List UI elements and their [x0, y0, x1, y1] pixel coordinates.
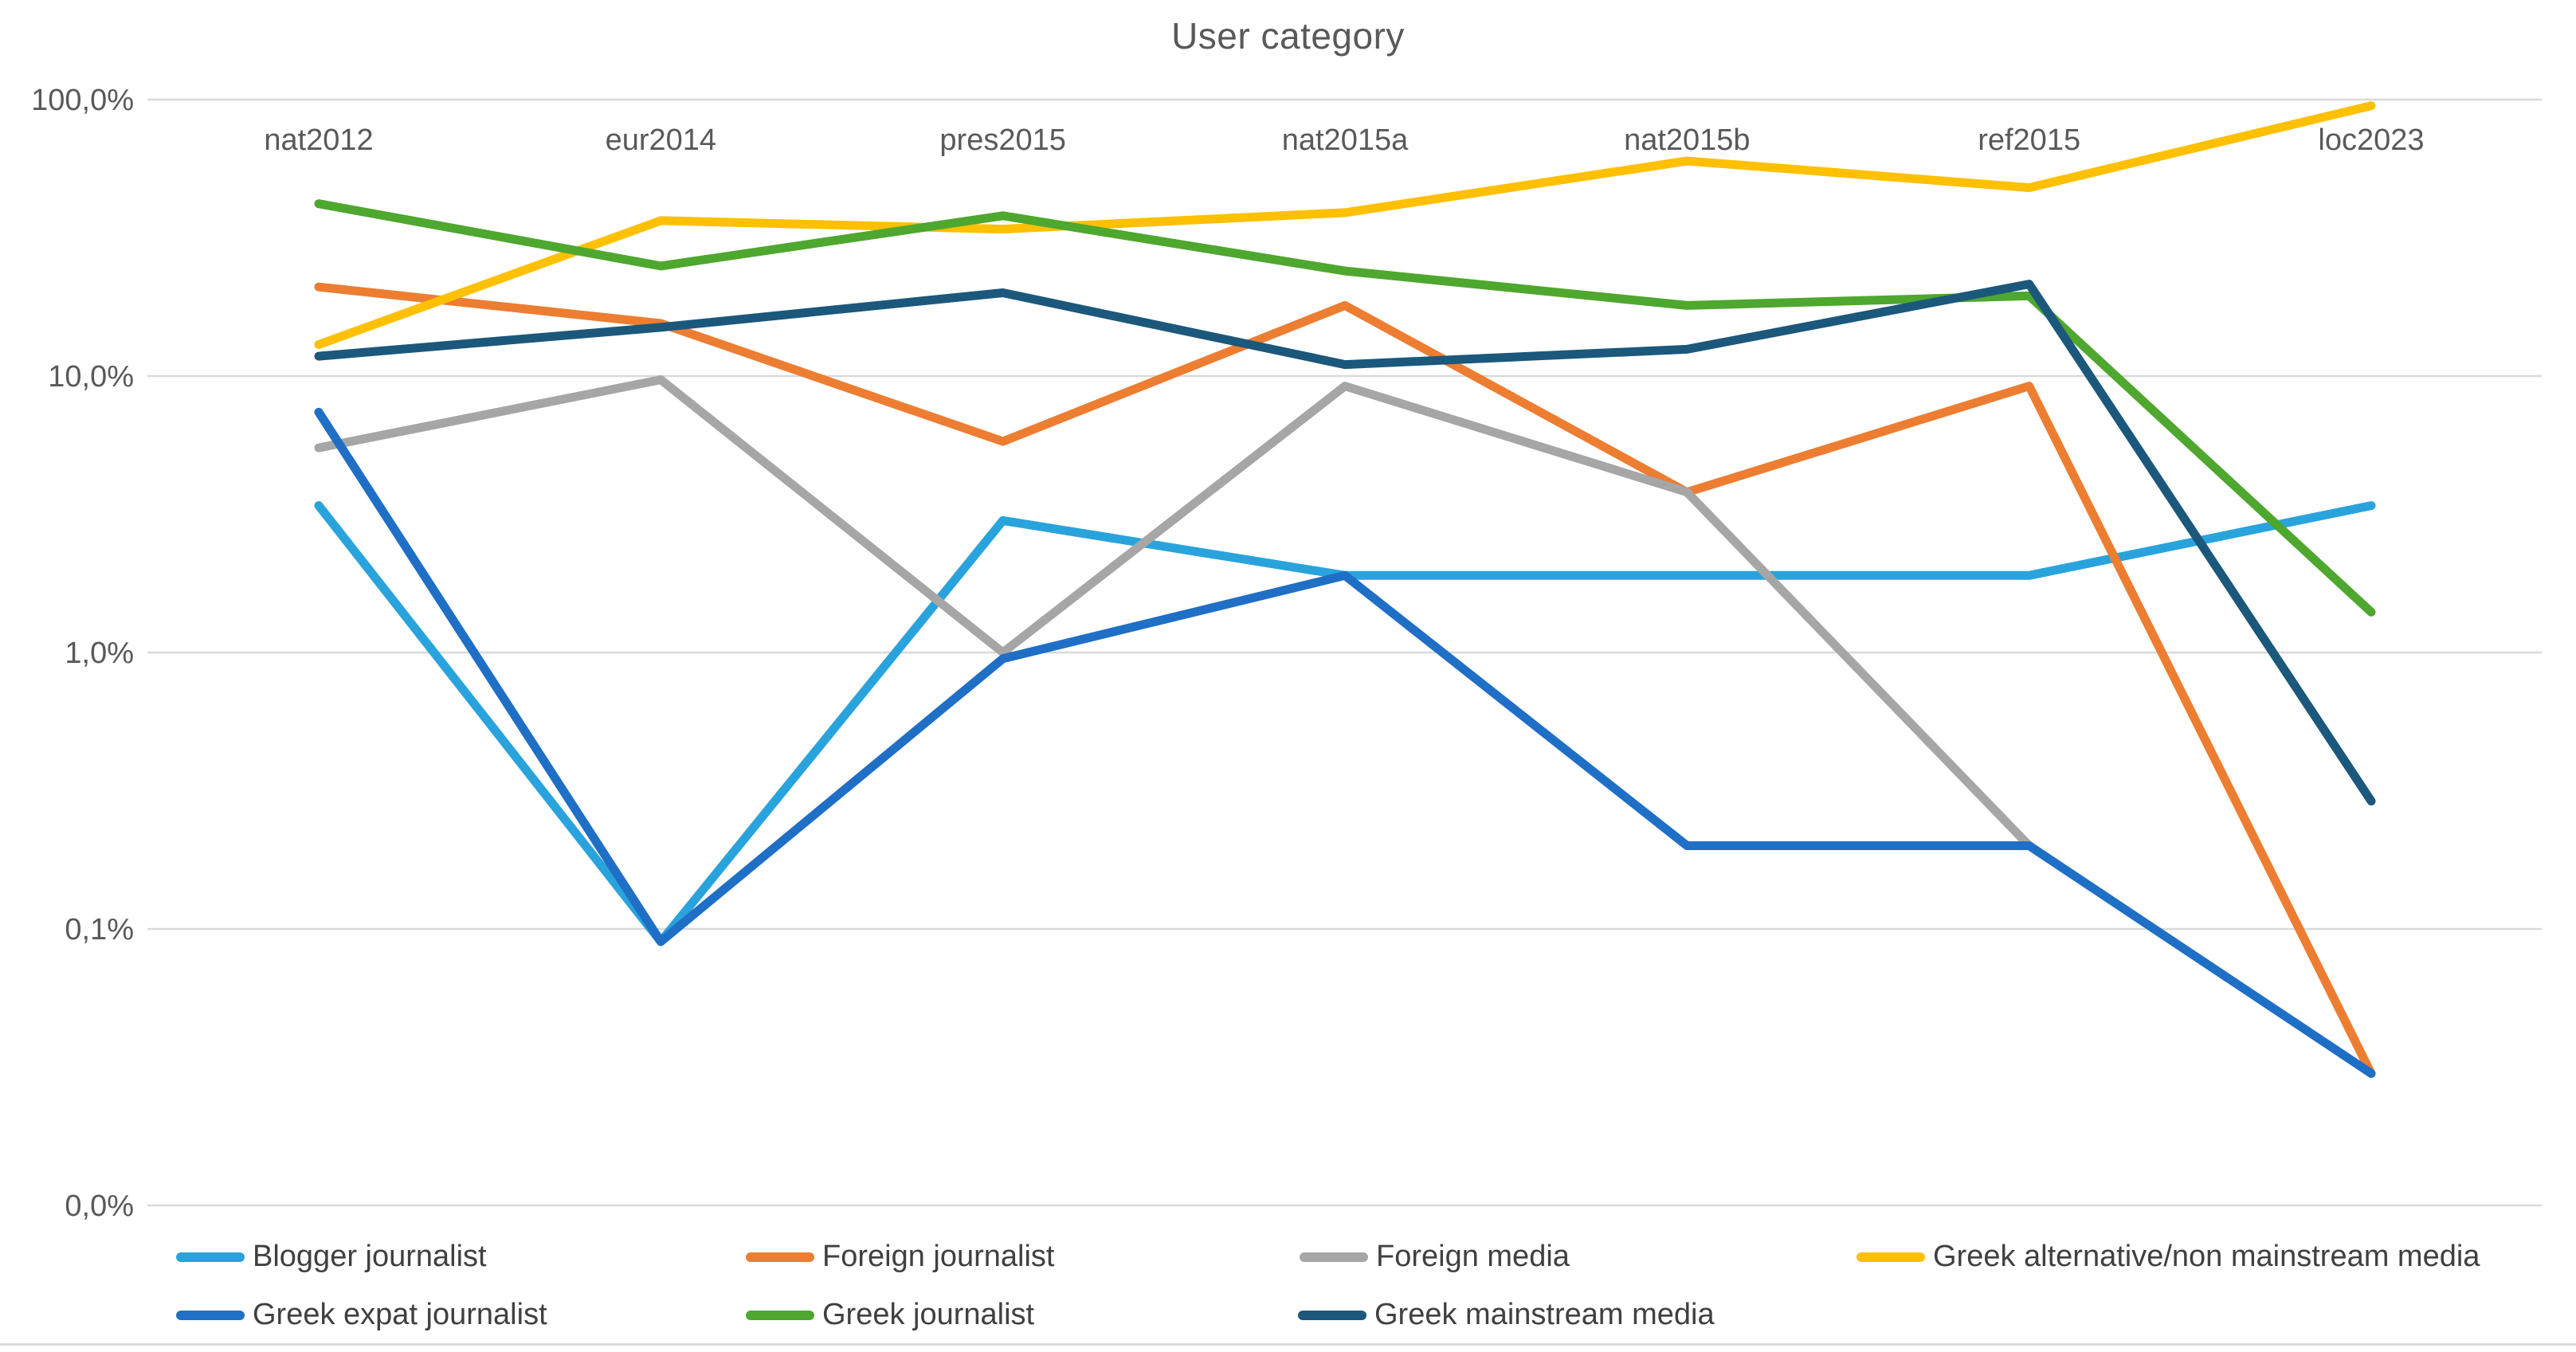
y-axis-tick-label: 100,0% [31, 84, 134, 117]
series-line-blogger-journalist [314, 501, 2376, 946]
y-axis-tick-label: 10,0% [48, 360, 134, 394]
series-line-greek-alternative-non-mainstream-media [314, 101, 2376, 349]
series-line-foreign-journalist [314, 282, 2376, 1078]
bottom-divider [0, 1343, 2576, 1346]
x-category-label: eur2014 [606, 123, 716, 157]
y-axis-tick-label: 1,0% [65, 637, 134, 670]
x-category-label: nat2015b [1624, 123, 1751, 157]
x-category-label: nat2015a [1282, 123, 1409, 157]
series-line-greek-mainstream-media [314, 280, 2376, 805]
series-line-foreign-media [314, 375, 2034, 850]
y-axis-tick-label: 0,1% [65, 913, 134, 946]
chart-title: User category [1171, 15, 1405, 57]
series-line-greek-expat-journalist [314, 407, 2376, 1078]
x-category-label: pres2015 [939, 123, 1065, 157]
x-category-label: ref2015 [1978, 123, 2080, 157]
y-axis-tick-label: 0,0% [65, 1189, 134, 1223]
x-category-label: nat2012 [264, 123, 373, 157]
series-line-greek-journalist [314, 199, 2376, 617]
x-category-label: loc2023 [2318, 123, 2424, 157]
